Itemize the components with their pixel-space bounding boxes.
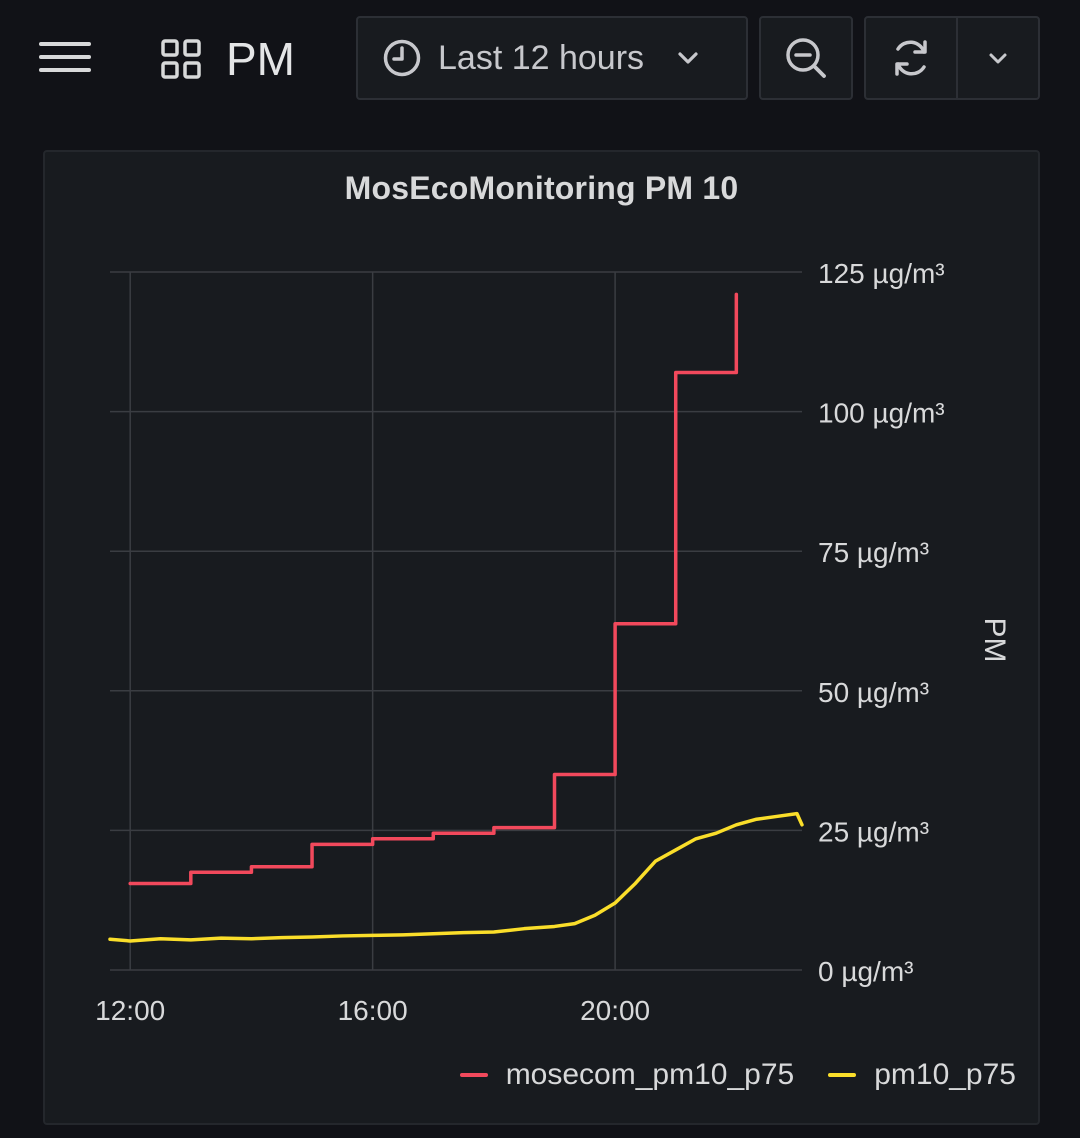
hamburger-icon-line xyxy=(39,68,91,72)
legend-label: pm10_p75 xyxy=(874,1058,1016,1091)
grid-icon xyxy=(161,39,201,79)
y-tick-label: 25 µg/m³ xyxy=(818,816,929,847)
refresh-control xyxy=(864,16,1040,100)
chevron-down-icon xyxy=(989,53,1007,64)
y-tick-label: 50 µg/m³ xyxy=(818,677,929,708)
y-tick-label: 125 µg/m³ xyxy=(818,258,945,289)
time-range-label: Last 12 hours xyxy=(438,38,645,77)
refresh-icon xyxy=(895,40,927,76)
series-line-pm10-p75 xyxy=(108,811,804,943)
x-tick-label: 20:00 xyxy=(580,995,650,1026)
top-bar: PM Last 12 hours xyxy=(0,0,1080,120)
time-range-picker[interactable]: Last 12 hours xyxy=(356,16,748,100)
refresh-button[interactable] xyxy=(866,18,958,98)
refresh-interval-dropdown[interactable] xyxy=(958,18,1038,98)
y-tick-label: 100 µg/m³ xyxy=(818,398,945,429)
zoom-out-icon xyxy=(786,38,826,78)
legend-label: mosecom_pm10_p75 xyxy=(505,1058,795,1091)
menu-button[interactable] xyxy=(30,28,100,86)
legend-swatch xyxy=(459,1073,488,1077)
x-tick-label: 16:00 xyxy=(338,995,408,1026)
clock-icon xyxy=(383,39,421,77)
legend: mosecom_pm10_p75 pm10_p75 xyxy=(459,1058,1016,1092)
series-line-mosecom-pm10-p75 xyxy=(128,292,739,886)
hamburger-icon xyxy=(39,42,91,46)
legend-swatch xyxy=(828,1073,857,1077)
chevron-down-icon xyxy=(678,52,698,64)
y-axis-label: PM xyxy=(978,618,1011,663)
legend-item-mosecom-pm10-p75[interactable]: mosecom_pm10_p75 xyxy=(459,1058,795,1092)
hamburger-icon-line xyxy=(39,55,91,59)
dashboard-title[interactable]: PM xyxy=(226,33,295,85)
x-tick-label: 12:00 xyxy=(95,995,165,1026)
panel-title[interactable]: MosEcoMonitoring PM 10 xyxy=(344,170,739,206)
y-tick-label: 0 µg/m³ xyxy=(818,956,913,987)
legend-item-pm10-p75[interactable]: pm10_p75 xyxy=(828,1058,1016,1092)
zoom-out-button[interactable] xyxy=(759,16,853,100)
y-tick-label: 75 µg/m³ xyxy=(818,537,929,568)
line-chart[interactable]: 0 µg/m³ 25 µg/m³ 50 µg/m³ 75 µg/m³ 100 µg/m³… xyxy=(45,152,1042,1127)
chart-panel: MosEcoMonitoring PM 10 0 µg/m³ 25 µg/m³ 50… xyxy=(43,150,1040,1125)
